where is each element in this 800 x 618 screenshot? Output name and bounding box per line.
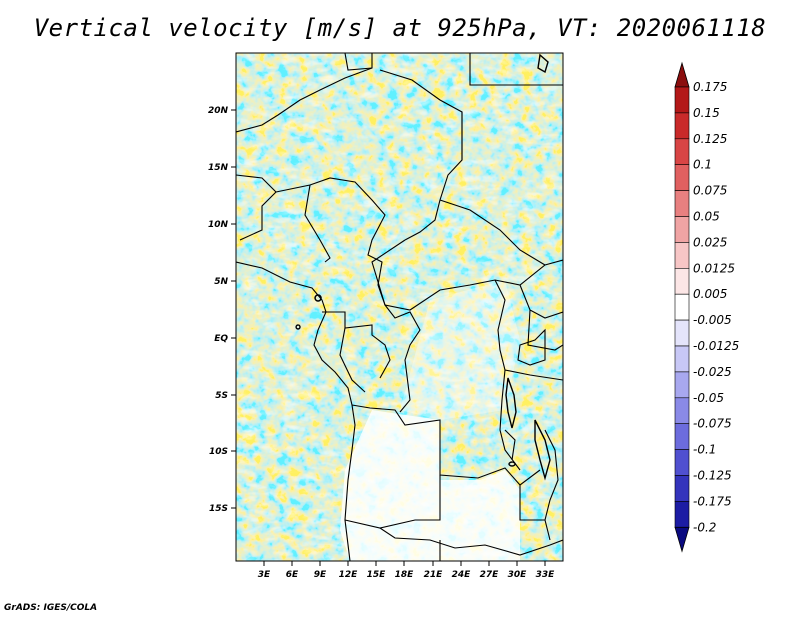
lon-label-15e: 15E: [367, 570, 387, 580]
colorbar-label: 0.125: [693, 132, 727, 146]
colorbar-label: -0.125: [693, 469, 732, 483]
lon-label-27e: 27E: [480, 570, 500, 580]
colorbar-segment: [674, 423, 690, 450]
colorbar-segment: [674, 138, 690, 166]
lon-label-30e: 30E: [508, 570, 528, 580]
map-title: Vertical velocity [m/s] at 925hPa, VT: 2…: [33, 14, 767, 42]
lat-label-10s: 10S: [209, 447, 228, 457]
colorbar-label: -0.2: [693, 520, 716, 534]
lon-label-24e: 24E: [452, 570, 472, 580]
colorbar: 0.175 0.15 0.125 0.1 0.075 0.05 0.025 0.0125 0.0…: [674, 61, 739, 553]
lat-label-5s: 5S: [215, 391, 228, 401]
colorbar-label: 0.05: [693, 210, 720, 224]
colorbar-segment: [674, 371, 690, 399]
lat-label-5n: 5N: [214, 277, 228, 287]
colorbar-segment: [674, 164, 690, 191]
colorbar-label: -0.1: [693, 443, 716, 457]
lon-label-3e: 3E: [258, 570, 271, 580]
colorbar-segment: [674, 345, 690, 373]
colorbar-segment: [674, 319, 690, 347]
lon-label-18e: 18E: [395, 570, 415, 580]
colorbar-top-arrow: [674, 61, 690, 88]
colorbar-segment: [674, 267, 690, 295]
colorbar-label: -0.025: [693, 365, 732, 379]
lake-outlines: [295, 53, 551, 481]
colorbar-label: -0.175: [693, 494, 732, 508]
colorbar-segment: [674, 242, 690, 269]
colorbar-label: 0.1: [693, 158, 712, 172]
lat-label-15n: 15N: [208, 163, 229, 173]
colorbar-label: -0.005: [693, 313, 732, 327]
colorbar-label: 0.175: [693, 80, 727, 94]
lat-label-eq: EQ: [214, 334, 228, 344]
colorbar-segment: [674, 293, 690, 321]
colorbar-segment: [674, 475, 690, 502]
lon-label-6e: 6E: [286, 570, 299, 580]
colorbar-segment: [674, 216, 690, 243]
colorbar-segment: [674, 190, 690, 217]
colorbar-segment: [674, 501, 690, 528]
lat-label-15s: 15S: [209, 504, 228, 514]
latitude-axis: 20N 15N 10N 5N EQ 5S 10S 15S: [208, 106, 236, 514]
colorbar-segment: [674, 112, 690, 140]
lon-label-33e: 33E: [536, 570, 556, 580]
colorbar-label: 0.0125: [693, 261, 735, 275]
longitude-axis: 3E 6E 9E 12E 15E 18E 21E 24E 27E 30E 33E: [258, 561, 555, 580]
colorbar-label: 0.075: [693, 184, 727, 198]
lat-label-10n: 10N: [208, 220, 229, 230]
lat-label-20n: 20N: [208, 106, 229, 116]
lon-label-12e: 12E: [339, 570, 359, 580]
colorbar-label: -0.075: [693, 417, 732, 431]
lon-label-9e: 9E: [314, 570, 327, 580]
country-borders: [236, 53, 563, 561]
colorbar-segment: [674, 397, 690, 424]
colorbar-label: -0.05: [693, 391, 724, 405]
colorbar-segment: [674, 449, 690, 476]
colorbar-bottom-arrow: [674, 526, 690, 553]
colorbar-label: 0.025: [693, 235, 727, 249]
colorbar-segment: [674, 86, 690, 114]
velocity-field: [236, 53, 563, 561]
colorbar-label: 0.15: [693, 106, 720, 120]
colorbar-label: -0.0125: [693, 339, 739, 353]
colorbar-label: 0.005: [693, 287, 727, 301]
footer-credit: GrADS: IGES/COLA: [4, 603, 98, 613]
lon-label-21e: 21E: [424, 570, 444, 580]
map-frame: [235, 52, 564, 562]
